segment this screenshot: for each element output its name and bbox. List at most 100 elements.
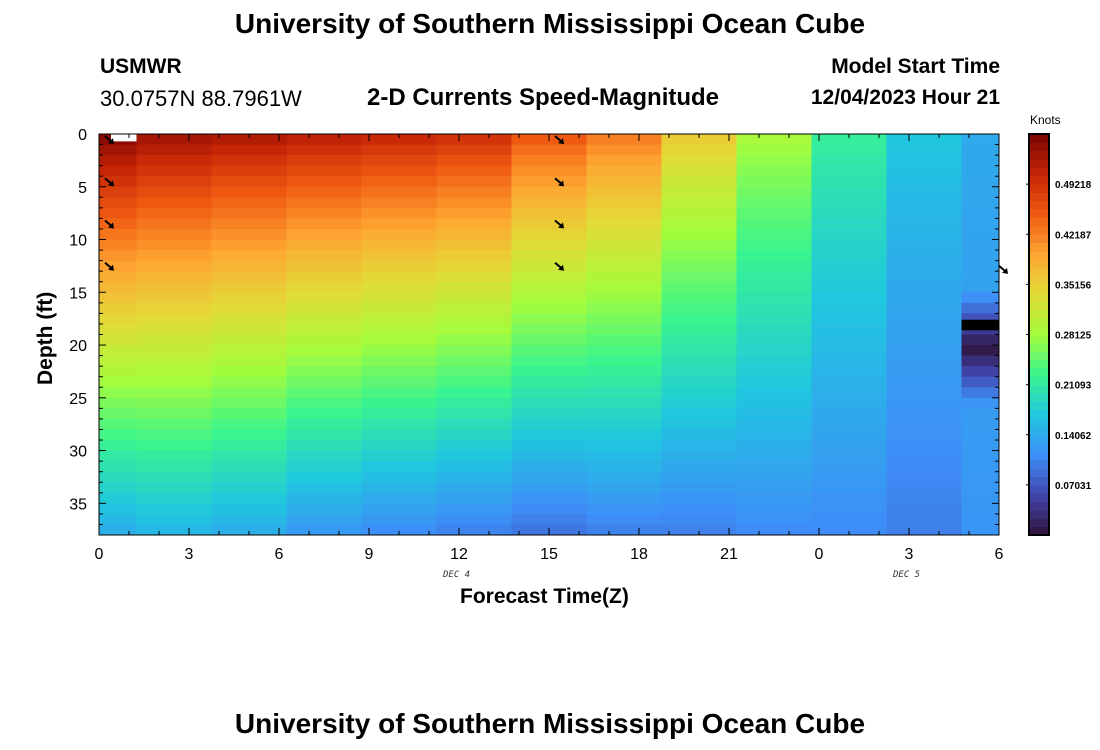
heatmap-cell <box>511 271 587 283</box>
heatmap-cell <box>136 513 212 525</box>
heatmap-cell <box>961 334 1000 346</box>
x-tick-label: 3 <box>905 546 914 563</box>
heatmap-cell <box>436 355 512 367</box>
heatmap-cell <box>586 471 662 483</box>
heatmap-cell <box>286 376 362 388</box>
colorbar-segment <box>1029 409 1049 419</box>
heatmap-cell <box>136 376 212 388</box>
current-vector <box>998 265 1006 272</box>
heatmap-cell <box>886 260 962 272</box>
heatmap-cell <box>361 134 437 146</box>
heatmap-cell <box>286 186 362 198</box>
heatmap-cell <box>661 250 737 262</box>
colorbar-segment <box>1029 267 1049 277</box>
heatmap-cell <box>436 376 512 388</box>
heatmap-cell <box>961 440 1000 452</box>
heatmap-cell <box>511 482 587 494</box>
heatmap-cell <box>886 176 962 188</box>
heatmap-cell <box>886 239 962 251</box>
heatmap-cell <box>99 218 137 230</box>
heatmap-cell <box>661 397 737 409</box>
heatmap-cell <box>736 492 812 504</box>
heatmap-cell <box>736 260 812 272</box>
heatmap-cell <box>511 207 587 219</box>
heatmap-cell <box>211 313 287 325</box>
heatmap-cell <box>886 418 962 430</box>
colorbar-segment <box>1029 401 1049 411</box>
heatmap-cell <box>736 387 812 399</box>
heatmap-cell <box>99 260 137 272</box>
heatmap-cell <box>961 387 1000 399</box>
colorbar-segment <box>1029 384 1049 394</box>
heatmap-cell <box>211 461 287 473</box>
current-vector-head <box>1002 267 1008 274</box>
heatmap-cell <box>136 134 212 146</box>
heatmap-cell <box>211 155 287 167</box>
heatmap-cell <box>586 186 662 198</box>
heatmap-cell <box>136 429 212 441</box>
heatmap-cell <box>99 228 137 241</box>
colorbar-segment <box>1029 493 1049 503</box>
heatmap-cell <box>211 239 287 251</box>
second-chart-title: University of Southern Mississippi Ocean… <box>234 708 866 739</box>
heatmap-cell <box>886 503 962 515</box>
heatmap-cell <box>811 503 887 515</box>
heatmap-cell <box>961 134 1000 146</box>
heatmap-cell <box>361 397 437 409</box>
colorbar-segment <box>1029 526 1049 536</box>
heatmap-cell <box>961 155 1000 167</box>
heatmap-cell <box>586 524 662 536</box>
heatmap-cell <box>136 355 212 367</box>
heatmap-cell <box>211 524 287 536</box>
heatmap-cell <box>886 155 962 167</box>
heatmap-cell <box>136 503 212 515</box>
heatmap-cell <box>361 334 437 346</box>
heatmap-cell <box>99 155 137 167</box>
heatmap-cell <box>886 345 962 357</box>
heatmap-cell <box>586 482 662 494</box>
heatmap-cell <box>586 376 662 388</box>
heatmap-cell <box>586 250 662 262</box>
heatmap-cell <box>286 271 362 283</box>
heatmap-cell <box>661 239 737 251</box>
heatmap-cell <box>99 397 137 409</box>
heatmap-cell <box>361 503 437 515</box>
colorbar-tick-label: 0.07031 <box>1055 481 1092 492</box>
heatmap-cell <box>586 429 662 441</box>
heatmap-cell <box>661 197 737 209</box>
heatmap-cell <box>811 440 887 452</box>
current-vector-head <box>108 264 114 271</box>
heatmap-cell <box>99 334 137 346</box>
heatmap-cell <box>811 239 887 251</box>
heatmap-cell <box>961 239 1000 251</box>
heatmap-cell <box>361 429 437 441</box>
heatmap-cell <box>586 260 662 272</box>
heatmap-cell <box>586 207 662 219</box>
colorbar-segment <box>1029 225 1049 235</box>
heatmap-cell <box>136 165 212 177</box>
surface-marker <box>111 134 137 142</box>
heatmap-cell <box>586 450 662 462</box>
heatmap-cell <box>811 323 887 335</box>
heatmap-cell <box>961 524 1000 536</box>
heatmap-cell <box>361 292 437 304</box>
heatmap-cell <box>361 165 437 177</box>
heatmap-cell <box>811 387 887 399</box>
colorbar-segment <box>1029 159 1049 168</box>
heatmap-cell <box>586 228 662 241</box>
heatmap-cell <box>136 250 212 262</box>
heatmap-cell <box>361 313 437 325</box>
heatmap-cell <box>136 281 212 293</box>
heatmap-cell <box>511 355 587 367</box>
heatmap-cell <box>211 323 287 335</box>
heatmap-cell <box>661 207 737 219</box>
heatmap-cell <box>511 376 587 388</box>
colorbar-segment <box>1029 301 1049 310</box>
current-vector <box>104 219 112 227</box>
heatmap-cell <box>661 155 737 167</box>
heatmap-cell <box>811 376 887 388</box>
heatmap-cell <box>511 323 587 335</box>
heatmap-cell <box>361 471 437 483</box>
heatmap-cell <box>586 397 662 409</box>
heatmap-cell <box>361 345 437 357</box>
